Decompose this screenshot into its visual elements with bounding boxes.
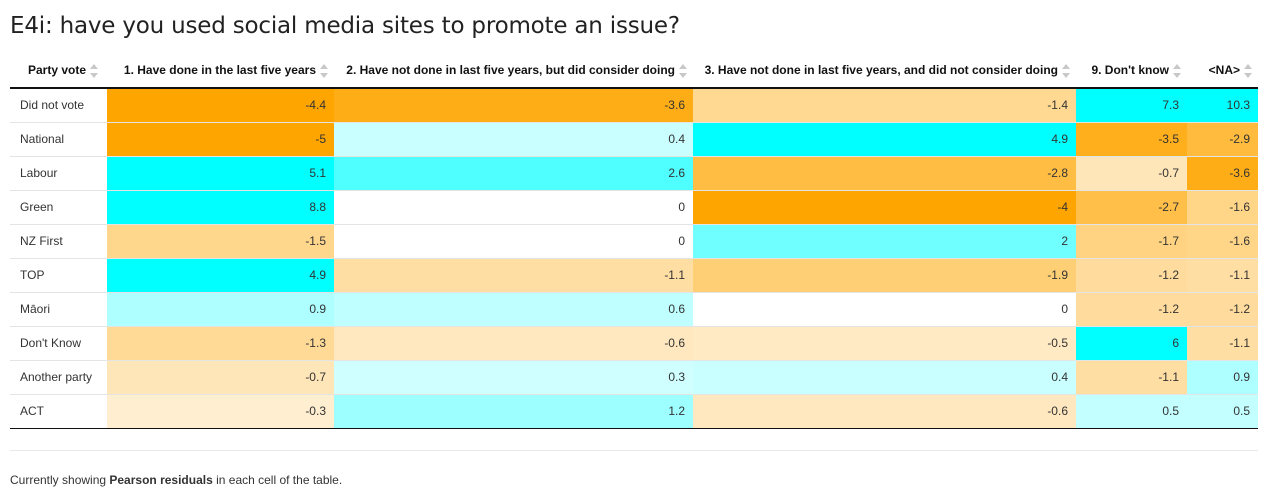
table-cell: -5: [107, 122, 334, 157]
table-row: Green 8.8 0 -4 -2.7 -1.6: [10, 190, 1258, 225]
footer-note: Currently showing Pearson residuals in e…: [10, 473, 342, 487]
footer-prefix: Currently showing: [10, 473, 110, 487]
table-cell: 0.3: [334, 360, 693, 395]
column-header-na[interactable]: <NA>: [1187, 54, 1258, 89]
column-header-label: 2. Have not done in last five years, but…: [346, 63, 675, 78]
table-cell: -0.7: [1076, 156, 1187, 191]
footer-suffix: in each cell of the table.: [212, 473, 343, 487]
column-header-did-not-consider[interactable]: 3. Have not done in last five years, and…: [693, 54, 1076, 89]
table-row: Another party -0.7 0.3 0.4 -1.1 0.9: [10, 360, 1258, 395]
row-label: Green: [10, 190, 107, 225]
table-cell: -1.2: [1076, 292, 1187, 327]
table-cell: 4.9: [693, 122, 1076, 157]
row-label: ACT: [10, 394, 107, 429]
table-cell: -0.5: [693, 326, 1076, 361]
row-label: NZ First: [10, 224, 107, 259]
table-row: TOP 4.9 -1.1 -1.9 -1.2 -1.1: [10, 258, 1258, 293]
table-row: Labour 5.1 2.6 -2.8 -0.7 -3.6: [10, 156, 1258, 191]
footer-statistic: Pearson residuals: [109, 473, 213, 487]
sort-icon[interactable]: [1244, 63, 1252, 78]
table-cell: 0: [334, 190, 693, 225]
table-cell: -3.5: [1076, 122, 1187, 157]
table-cell: -0.3: [107, 394, 334, 429]
table-cell: 6: [1076, 326, 1187, 361]
column-header-label: <NA>: [1208, 63, 1240, 78]
table-cell: 0: [334, 224, 693, 259]
table-cell: -1.5: [107, 224, 334, 259]
row-label: Labour: [10, 156, 107, 191]
table-cell: -3.6: [334, 88, 693, 123]
table-cell: 0.4: [334, 122, 693, 157]
table-row: Māori 0.9 0.6 0 -1.2 -1.2: [10, 292, 1258, 327]
column-header-label: 9. Don't know: [1091, 63, 1169, 78]
table-cell: -4.4: [107, 88, 334, 123]
table-cell: 0.5: [1076, 394, 1187, 429]
table-header-row: Party vote 1. Have done in the last five…: [10, 54, 1258, 89]
sort-icon[interactable]: [320, 63, 328, 78]
row-label: Don't Know: [10, 326, 107, 361]
column-header-party-vote[interactable]: Party vote: [10, 54, 107, 89]
table-cell: 0.6: [334, 292, 693, 327]
table-cell: 2.6: [334, 156, 693, 191]
row-label: Did not vote: [10, 88, 107, 123]
table-cell: -2.8: [693, 156, 1076, 191]
table-cell: -1.6: [1187, 224, 1258, 259]
table-cell: -1.1: [1187, 258, 1258, 293]
table-cell: -1.2: [1076, 258, 1187, 293]
table-cell: -1.1: [1076, 360, 1187, 395]
column-header-did-consider[interactable]: 2. Have not done in last five years, but…: [334, 54, 693, 89]
row-label: TOP: [10, 258, 107, 293]
table-cell: 5.1: [107, 156, 334, 191]
page-title: E4i: have you used social media sites to…: [10, 13, 680, 39]
table-row: Did not vote -4.4 -3.6 -1.4 7.3 10.3: [10, 88, 1258, 123]
table-cell: -1.7: [1076, 224, 1187, 259]
table-cell: 0.9: [107, 292, 334, 327]
table-row: National -5 0.4 4.9 -3.5 -2.9: [10, 122, 1258, 157]
table-cell: -1.9: [693, 258, 1076, 293]
sort-icon[interactable]: [90, 63, 99, 78]
table-cell: -0.6: [334, 326, 693, 361]
column-header-have-done[interactable]: 1. Have done in the last five years: [107, 54, 334, 89]
table-cell: 0.4: [693, 360, 1076, 395]
table-cell: 7.3: [1076, 88, 1187, 123]
sort-icon[interactable]: [1173, 63, 1181, 78]
table-cell: 0: [693, 292, 1076, 327]
table-cell: -1.4: [693, 88, 1076, 123]
table-cell: -1.1: [1187, 326, 1258, 361]
table-cell: -1.1: [334, 258, 693, 293]
column-header-label: Party vote: [28, 63, 87, 78]
crosstab-table: Party vote 1. Have done in the last five…: [10, 54, 1258, 429]
table-cell: 4.9: [107, 258, 334, 293]
table-cell: 0.9: [1187, 360, 1258, 395]
table-row: ACT -0.3 1.2 -0.6 0.5 0.5: [10, 394, 1258, 429]
divider: [10, 450, 1258, 451]
table-cell: -1.6: [1187, 190, 1258, 225]
row-label: National: [10, 122, 107, 157]
table-cell: 0.5: [1187, 394, 1258, 429]
column-header-label: 3. Have not done in last five years, and…: [704, 63, 1058, 78]
column-header-dont-know[interactable]: 9. Don't know: [1076, 54, 1187, 89]
table-cell: -2.7: [1076, 190, 1187, 225]
table-cell: 2: [693, 224, 1076, 259]
table-cell: 8.8: [107, 190, 334, 225]
sort-icon[interactable]: [1062, 63, 1070, 78]
column-header-label: 1. Have done in the last five years: [123, 63, 316, 78]
table-cell: -3.6: [1187, 156, 1258, 191]
table-cell: -1.2: [1187, 292, 1258, 327]
table-cell: -4: [693, 190, 1076, 225]
row-label: Māori: [10, 292, 107, 327]
table-row: Don't Know -1.3 -0.6 -0.5 6 -1.1: [10, 326, 1258, 361]
table-cell: 1.2: [334, 394, 693, 429]
table-cell: 10.3: [1187, 88, 1258, 123]
table-cell: -0.7: [107, 360, 334, 395]
table-cell: -0.6: [693, 394, 1076, 429]
table-cell: -2.9: [1187, 122, 1258, 157]
table-cell: -1.3: [107, 326, 334, 361]
table-row: NZ First -1.5 0 2 -1.7 -1.6: [10, 224, 1258, 259]
sort-icon[interactable]: [679, 63, 687, 78]
row-label: Another party: [10, 360, 107, 395]
